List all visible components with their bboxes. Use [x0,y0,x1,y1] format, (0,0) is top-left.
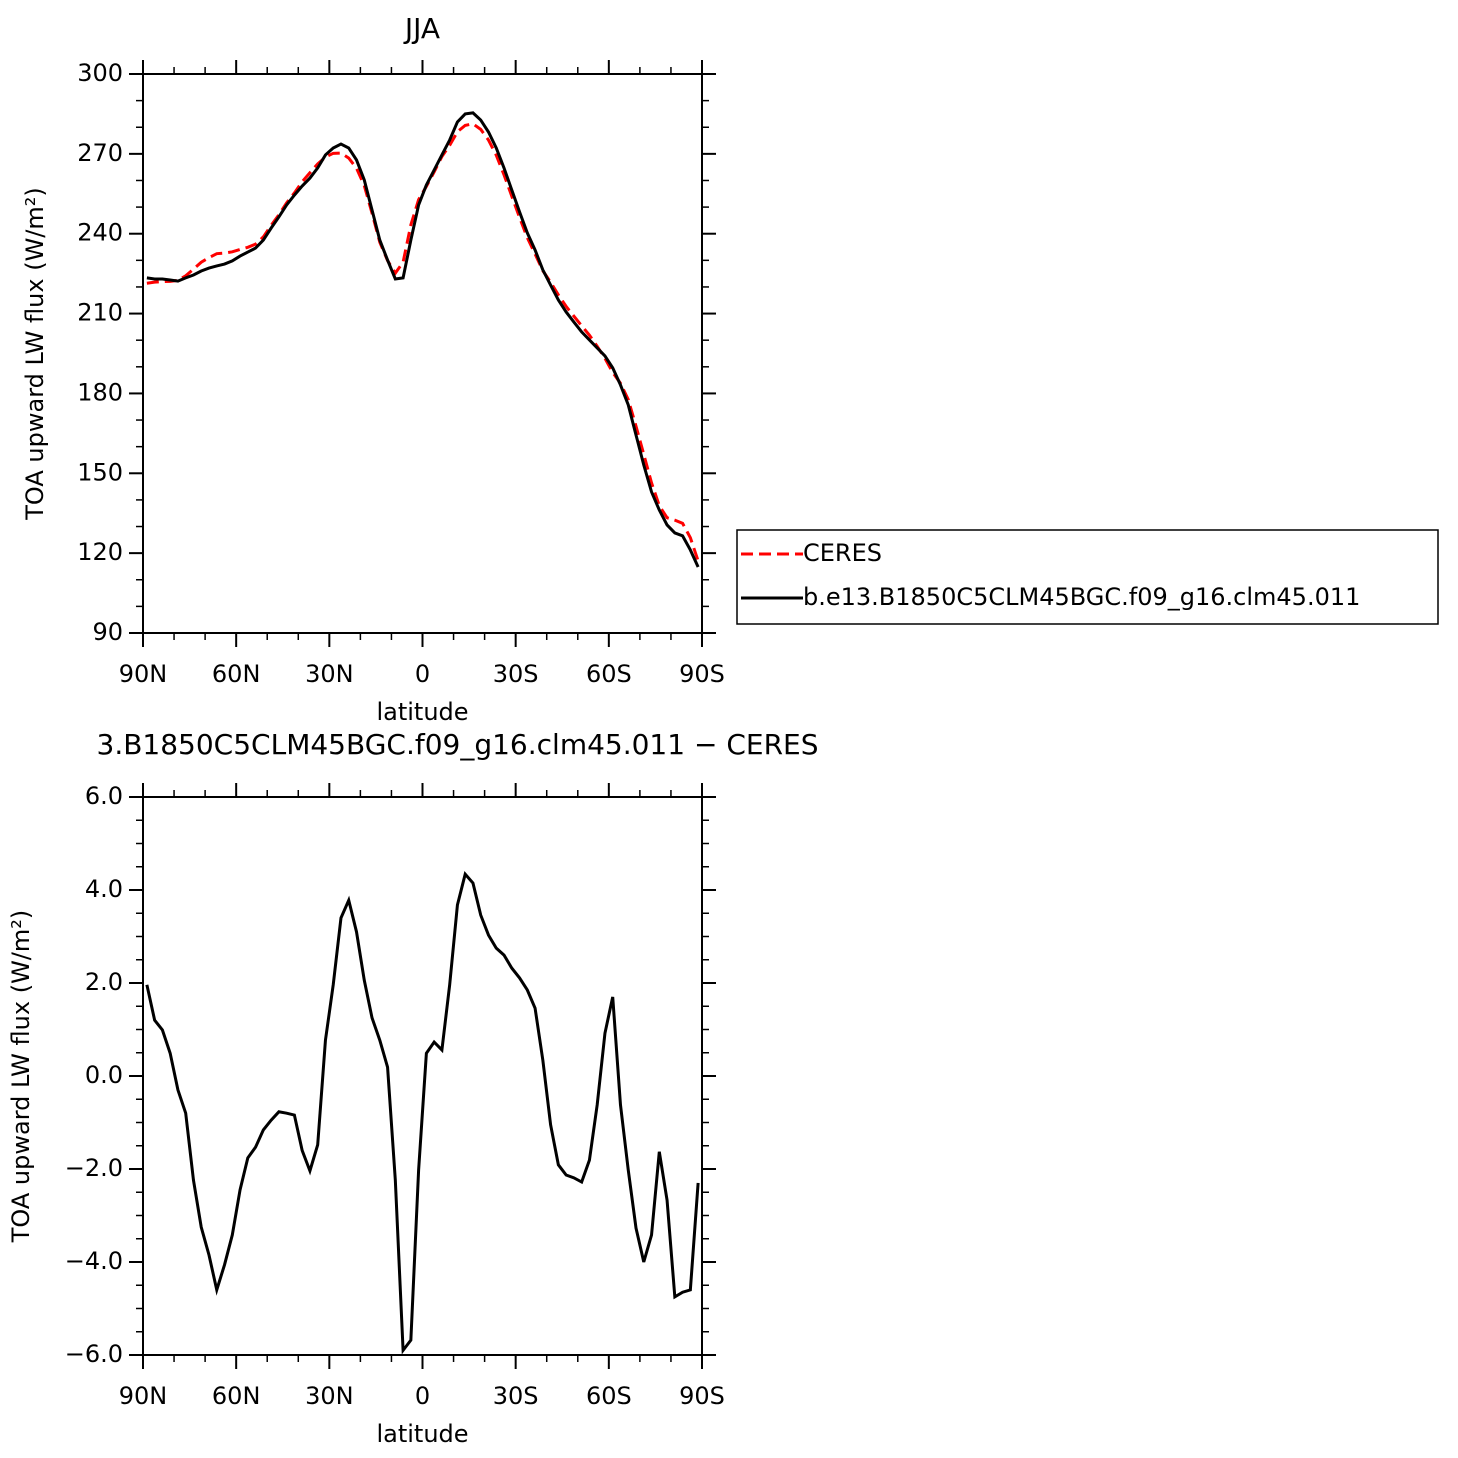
x-tick-label: 90N [119,660,168,688]
y-tick-label: 180 [77,378,123,406]
legend-label: CERES [803,539,882,567]
y-tick-label: 240 [77,219,123,247]
x-tick-label: 30S [493,1382,539,1410]
x-tick-label: 0 [415,1382,430,1410]
data-line [146,111,700,568]
x-tick-label: 30N [305,1382,354,1410]
data-line [146,122,700,562]
x-axis-label: latitude [376,1420,468,1448]
x-tick-label: 90S [679,1382,725,1410]
x-tick-label: 0 [415,660,430,688]
x-tick-label: 30N [305,660,354,688]
y-axis-label: TOA upward LW flux (W/m²) [7,910,35,1244]
plot-frame [142,73,703,634]
chart-title: JJA [403,12,440,45]
legend-box [736,529,1439,625]
y-tick-label: 4.0 [85,875,123,903]
y-tick-label: −6.0 [65,1340,123,1368]
data-line [145,871,700,1355]
y-tick-label: −4.0 [65,1247,123,1275]
x-axis-label: latitude [376,698,468,726]
x-tick-label: 30S [493,660,539,688]
y-tick-label: 120 [77,538,123,566]
x-tick-label: 60N [212,1382,261,1410]
x-tick-label: 60N [212,660,261,688]
y-tick-label: 270 [77,139,123,167]
y-tick-label: 150 [77,458,123,486]
y-tick-label: 2.0 [85,968,123,996]
y-tick-label: −2.0 [65,1154,123,1182]
x-tick-label: 60S [586,1382,632,1410]
y-tick-label: 90 [92,618,123,646]
y-tick-label: 0.0 [85,1061,123,1089]
legend-label: b.e13.B1850C5CLM45BGC.f09_g16.clm45.011 [803,583,1360,611]
y-tick-label: 6.0 [85,782,123,810]
y-tick-label: 300 [77,59,123,87]
chart-title: 3.B1850C5CLM45BGC.f09_g16.clm45.011 − CE… [97,728,819,761]
y-tick-label: 210 [77,299,123,327]
x-tick-label: 90N [119,1382,168,1410]
y-axis-label: TOA upward LW flux (W/m²) [21,187,49,521]
x-tick-label: 90S [679,660,725,688]
x-tick-label: 60S [586,660,632,688]
